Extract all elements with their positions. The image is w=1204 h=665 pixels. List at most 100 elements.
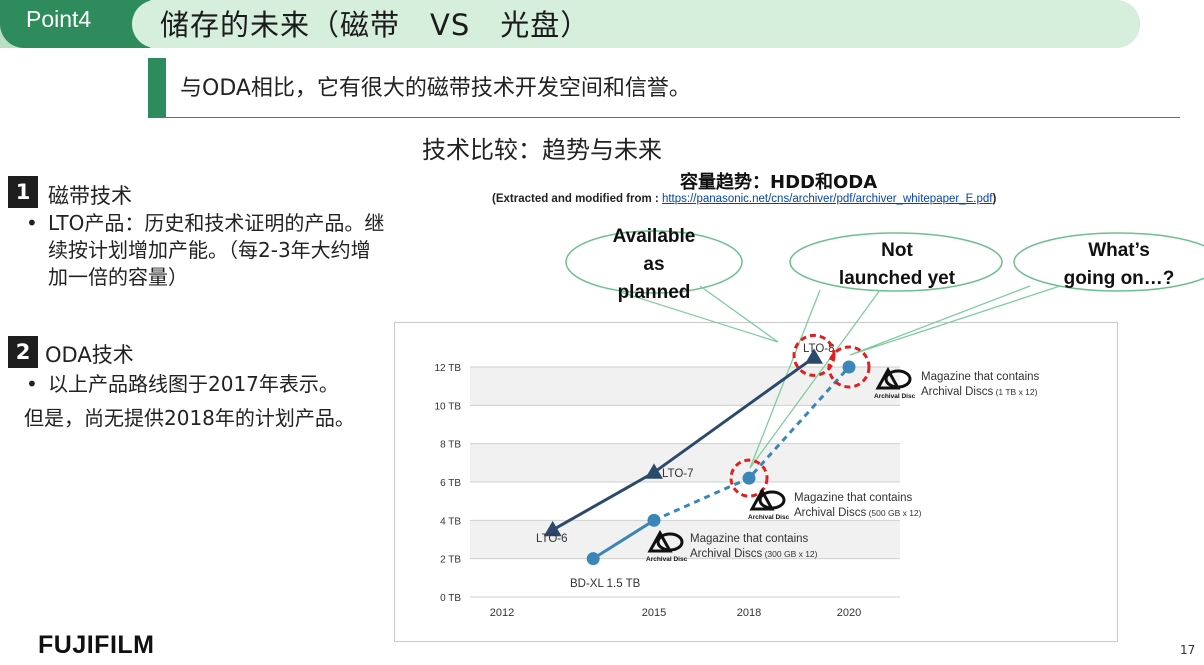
- callout-text: Available as planned Not launched yet What’s g…: [613, 226, 1175, 303]
- chart-band: [470, 520, 900, 559]
- x-tick-label: 2015: [642, 607, 666, 619]
- x-axis: 2012 2015 2018 2020: [490, 607, 861, 619]
- section-number-2: 2: [8, 336, 38, 368]
- chart-title: 容量趋势：HDD和ODA: [680, 172, 878, 193]
- callout-text-line: as: [643, 254, 664, 275]
- point-tab: [0, 0, 150, 48]
- disc-arc-icon: [884, 369, 912, 389]
- annotation-main: Archival Discs: [794, 507, 866, 519]
- annotation-line1: Magazine that contains: [794, 492, 913, 504]
- lto-point: [645, 463, 663, 479]
- section-1-text: LTO产品：历史和技术证明的产品。继续按计划增加产能。（每2-3年大约增加一倍的…: [48, 211, 385, 289]
- annotation-line2: Archival Discs (300 GB x 12): [690, 548, 818, 560]
- lto-point: [805, 348, 823, 364]
- slide-title: 储存的未来（磁带 VS 光盘）: [160, 8, 591, 42]
- y-tick-label: 4 TB: [440, 516, 461, 527]
- lto-label: LTO-8: [803, 343, 835, 355]
- title-pill: [132, 0, 1140, 48]
- source-prefix: (Extracted and modified from :: [492, 193, 662, 205]
- chart-labels: LTO-6 LTO-7 LTO-8 BD-XL 1.5 TB: [536, 343, 835, 590]
- archival-disc-logo-text: Archival Disc: [748, 514, 790, 521]
- annotation-line1: Magazine that contains: [690, 533, 809, 545]
- archival-disc-annotation: Archival Disc Magazine that contains Archi…: [748, 487, 922, 521]
- archival-disc-annotation: Archival Disc Magazine that contains Archi…: [646, 529, 818, 563]
- callout-text-line: Not: [881, 240, 913, 261]
- section-title-1: 磁带技术: [48, 184, 132, 208]
- archival-disc-logo-icon: [875, 366, 901, 390]
- oda-point: [842, 360, 856, 374]
- archival-disc-logo-text: Archival Disc: [874, 393, 916, 400]
- annotation-line1: Magazine that contains: [921, 371, 1040, 383]
- callout-bubble-1: [565, 230, 743, 294]
- archival-disc-logo-icon: [647, 529, 673, 553]
- chart-grid: [470, 366, 900, 598]
- y-tick-label: 12 TB: [435, 363, 462, 374]
- y-tick-label: 0 TB: [440, 593, 461, 604]
- fujifilm-logo: FUJIFILM: [38, 631, 155, 659]
- callout-pointers: [619, 285, 1061, 469]
- section-2-text-line2: 但是，尚无提供2018年的计划产品。: [24, 406, 355, 430]
- highlight-circles: [729, 333, 871, 498]
- section-1-bullet: • LTO产品：历史和技术证明的产品。继续按计划增加产能。（每2-3年大约增加一…: [26, 210, 386, 291]
- oda-point: [742, 471, 756, 485]
- subtitle-underline: [148, 117, 1180, 118]
- callout-text-line: Available: [613, 226, 696, 247]
- point-label: Point4: [26, 6, 92, 32]
- x-tick-label: 2012: [490, 607, 514, 619]
- callout-text-line: planned: [618, 282, 691, 303]
- chart-source: (Extracted and modified from : https://p…: [492, 193, 996, 205]
- annotation-main: Archival Discs: [921, 386, 993, 398]
- annotation-small: (1 TB x 12): [993, 387, 1037, 397]
- callout-pointer-1: [619, 285, 779, 343]
- callout-pointer-3: [849, 285, 1061, 356]
- annotation-main: Archival Discs: [690, 548, 762, 560]
- y-tick-label: 6 TB: [440, 478, 461, 489]
- callout-bubble-3: [1013, 232, 1204, 292]
- archival-disc-annotation: Archival Disc Magazine that contains Archi…: [874, 366, 1040, 400]
- section-2-text-line1: 以上产品路线图于2017年表示。: [48, 372, 339, 396]
- annotation-small: (300 GB x 12): [762, 549, 817, 559]
- y-tick-label: 2 TB: [440, 555, 461, 566]
- archival-disc-logo-text: Archival Disc: [646, 556, 688, 563]
- bullet-mark: •: [26, 211, 38, 235]
- oda-line-solid: [592, 519, 655, 560]
- y-tick-label: 8 TB: [440, 440, 461, 451]
- disc-arc-icon: [656, 532, 684, 552]
- bullet-mark: •: [26, 372, 38, 396]
- highlight-circle: [729, 458, 769, 498]
- source-link[interactable]: https://panasonic.net/cns/archiver/pdf/a…: [661, 193, 993, 205]
- oda-point: [586, 552, 600, 566]
- oda-label: BD-XL 1.5 TB: [570, 578, 641, 590]
- lto-label: LTO-7: [662, 468, 694, 480]
- highlight-circle: [792, 333, 836, 377]
- annotation-small: (500 GB x 12): [866, 508, 921, 518]
- section-number-1: 1: [8, 176, 38, 208]
- chart-series: [543, 348, 856, 566]
- subtitle: 与ODA相比，它有很大的磁带技术开发空间和信誉。: [180, 76, 691, 101]
- disc-arc-icon: [758, 490, 786, 510]
- x-tick-label: 2020: [837, 607, 861, 619]
- chart-band: [470, 367, 900, 406]
- y-axis: 0 TB 2 TB 4 TB 6 TB 8 TB 10 TB 12 TB: [435, 363, 462, 604]
- section-title-2: ODA技术: [45, 343, 134, 367]
- oda-point: [647, 513, 661, 527]
- chart-annotations: Archival Disc Magazine that contains Archi…: [646, 366, 1040, 563]
- annotation-line2: Archival Discs (1 TB x 12): [921, 386, 1038, 398]
- page-number: 17: [1180, 643, 1196, 657]
- lto-label: LTO-6: [536, 533, 568, 545]
- archival-disc-logo-icon: [749, 487, 775, 511]
- annotation-line2: Archival Discs (500 GB x 12): [794, 507, 922, 519]
- chart-bands: [470, 367, 900, 559]
- callout-text-line: What’s: [1088, 240, 1150, 261]
- callouts: [565, 230, 1204, 294]
- callout-text-line: going on…?: [1064, 268, 1175, 289]
- y-tick-label: 10 TB: [435, 401, 462, 412]
- lto-point: [543, 520, 562, 537]
- subtitle-accent-bar: [148, 58, 166, 118]
- x-tick-label: 2018: [737, 607, 761, 619]
- callout-pointer-2: [749, 289, 881, 469]
- callout-text-line: launched yet: [839, 268, 956, 289]
- callout-bubble-2: [789, 232, 1003, 292]
- section-heading: 技术比较：趋势与未来: [422, 136, 662, 164]
